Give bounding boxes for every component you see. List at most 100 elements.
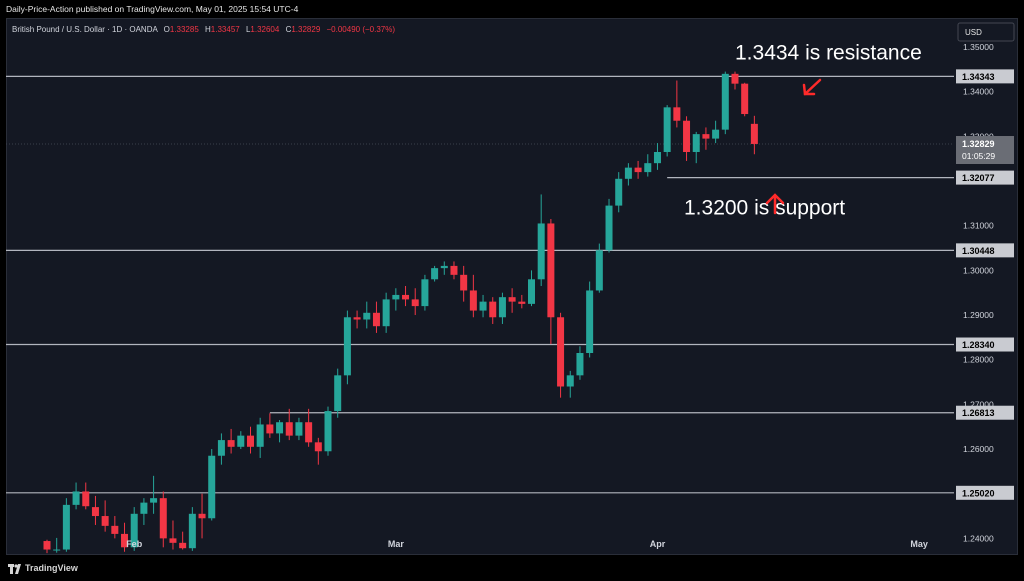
candle-body[interactable] <box>402 294 410 300</box>
candle-body[interactable] <box>586 290 594 353</box>
candle[interactable] <box>276 420 284 443</box>
candle[interactable] <box>624 163 632 186</box>
candle[interactable] <box>741 82 749 117</box>
candle[interactable] <box>431 265 439 282</box>
candle[interactable] <box>402 286 410 307</box>
candle-body[interactable] <box>692 134 700 152</box>
currency-button[interactable]: USD <box>957 22 1015 42</box>
candle[interactable] <box>605 198 613 253</box>
candle[interactable] <box>392 288 400 311</box>
candle-body[interactable] <box>72 491 80 505</box>
level-price-tag[interactable] <box>956 69 1014 84</box>
candle-body[interactable] <box>237 435 245 447</box>
level-price-tag[interactable] <box>956 170 1014 185</box>
candle-body[interactable] <box>566 375 574 387</box>
candle-body[interactable] <box>111 525 119 534</box>
candle[interactable] <box>731 71 739 90</box>
candle-body[interactable] <box>208 455 216 519</box>
candle[interactable] <box>43 539 51 554</box>
candle-body[interactable] <box>653 152 661 164</box>
candle[interactable] <box>382 292 390 333</box>
candle[interactable] <box>586 281 594 358</box>
candle-body[interactable] <box>101 516 109 526</box>
candle-body[interactable] <box>372 312 380 327</box>
candle[interactable] <box>198 493 206 539</box>
candle[interactable] <box>111 516 119 539</box>
candle-body[interactable] <box>217 440 225 456</box>
candle[interactable] <box>324 406 332 456</box>
candle-body[interactable] <box>169 538 177 543</box>
candle-body[interactable] <box>179 542 187 549</box>
candle[interactable] <box>595 243 603 293</box>
candle[interactable] <box>353 310 361 329</box>
level-price-tag[interactable] <box>956 405 1014 420</box>
candle-body[interactable] <box>683 120 691 152</box>
candle-body[interactable] <box>121 533 129 548</box>
candle[interactable] <box>150 475 158 514</box>
candle[interactable] <box>692 131 700 164</box>
candle[interactable] <box>440 261 448 275</box>
level-price-tag[interactable] <box>956 485 1014 500</box>
candle-body[interactable] <box>314 442 322 452</box>
candle-body[interactable] <box>750 123 758 144</box>
candle[interactable] <box>334 368 342 418</box>
candle[interactable] <box>285 408 293 441</box>
candle-body[interactable] <box>624 167 632 179</box>
candle-body[interactable] <box>246 435 254 447</box>
price-axis[interactable]: 1.350001.340001.330001.320001.310001.300… <box>956 42 1014 543</box>
candle-body[interactable] <box>460 274 468 291</box>
candle-body[interactable] <box>576 353 584 376</box>
candle[interactable] <box>295 417 303 441</box>
candle-body[interactable] <box>256 424 264 447</box>
candle-body[interactable] <box>82 491 90 507</box>
candle[interactable] <box>508 288 516 313</box>
candle-body[interactable] <box>450 265 458 275</box>
currency-button-label[interactable]: USD <box>965 28 982 37</box>
candle-body[interactable] <box>644 163 652 173</box>
candle[interactable] <box>246 426 254 454</box>
candle-body[interactable] <box>528 279 535 304</box>
candle[interactable] <box>653 143 661 170</box>
candle[interactable] <box>217 433 225 465</box>
candle[interactable] <box>305 408 313 447</box>
candle-body[interactable] <box>712 129 720 139</box>
time-axis[interactable]: Feb Mar Apr May <box>126 539 928 549</box>
candle[interactable] <box>159 491 167 548</box>
candle-body[interactable] <box>440 265 448 269</box>
candle-body[interactable] <box>150 498 158 503</box>
candle-body[interactable] <box>140 502 148 514</box>
candle-body[interactable] <box>159 498 167 539</box>
candle[interactable] <box>179 531 187 550</box>
candle[interactable] <box>537 194 545 286</box>
candle[interactable] <box>469 274 477 318</box>
candle-body[interactable] <box>91 507 99 517</box>
candle[interactable] <box>343 310 351 385</box>
candle-body[interactable] <box>305 422 313 443</box>
candle[interactable] <box>130 507 138 551</box>
level-price-tag[interactable] <box>956 243 1014 258</box>
candle[interactable] <box>615 172 623 213</box>
candle-body[interactable] <box>334 375 342 412</box>
candle-body[interactable] <box>363 312 371 320</box>
candle-body[interactable] <box>353 317 361 320</box>
candle[interactable] <box>72 482 80 510</box>
candle[interactable] <box>557 312 565 398</box>
candle[interactable] <box>53 537 61 553</box>
candle[interactable] <box>421 274 429 311</box>
current-price-tag[interactable] <box>956 136 1014 165</box>
candle-body[interactable] <box>198 513 206 519</box>
candle[interactable] <box>91 495 99 525</box>
candle[interactable] <box>82 482 90 510</box>
candle[interactable] <box>479 294 487 318</box>
candle-body[interactable] <box>498 297 506 318</box>
candle[interactable] <box>566 370 574 398</box>
candle[interactable] <box>266 413 274 438</box>
candle[interactable] <box>140 498 148 525</box>
candle-body[interactable] <box>518 301 526 304</box>
candle-body[interactable] <box>227 440 235 447</box>
candle-body[interactable] <box>188 513 196 549</box>
candle[interactable] <box>363 301 371 329</box>
candle-body[interactable] <box>421 279 429 307</box>
candle-body[interactable] <box>557 317 565 387</box>
